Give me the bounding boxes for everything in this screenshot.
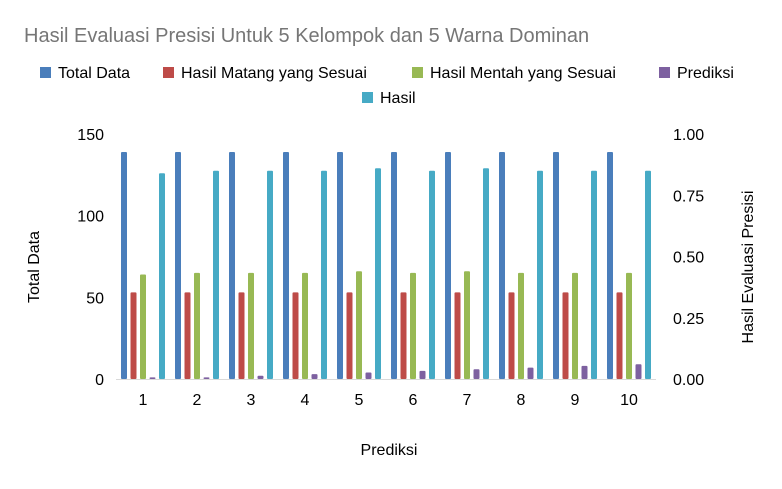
x-tick-label: 2 xyxy=(193,392,202,409)
bar xyxy=(429,170,435,379)
bar xyxy=(248,272,254,379)
bar xyxy=(419,370,426,379)
y2-tick-label: 0.50 xyxy=(673,250,704,267)
bar xyxy=(445,151,451,379)
bar xyxy=(473,369,480,379)
bar xyxy=(607,151,613,379)
bar xyxy=(267,170,273,379)
y2-tick-label: 0.00 xyxy=(673,372,704,389)
bar xyxy=(375,168,381,379)
bar xyxy=(391,151,397,379)
y-tick-label: 100 xyxy=(77,209,104,226)
bar xyxy=(229,151,235,379)
bar xyxy=(257,375,264,379)
y2-axis-label: Hasil Evaluasi Presisi xyxy=(740,191,757,344)
y2-tick-label: 0.25 xyxy=(673,311,704,328)
bar xyxy=(410,272,416,379)
y-tick-label: 50 xyxy=(86,290,104,307)
x-axis-label: Prediksi xyxy=(361,442,418,459)
bar xyxy=(175,151,181,379)
y-axis-label: Total Data xyxy=(26,231,43,303)
legend: Total Data Hasil Matang yang Sesuai Hasil … xyxy=(40,65,734,107)
bar xyxy=(572,272,578,379)
bar xyxy=(553,151,559,379)
bar xyxy=(508,292,515,379)
y2-tick-label: 0.75 xyxy=(673,188,704,205)
legend-swatch xyxy=(362,92,373,103)
bar xyxy=(149,377,156,379)
bar xyxy=(159,173,165,379)
bar xyxy=(346,292,353,379)
bar xyxy=(311,374,318,379)
y-tick-label: 150 xyxy=(77,127,104,144)
y2-tick-label: 1.00 xyxy=(673,127,704,144)
bar xyxy=(483,168,489,379)
x-axis: 1 2 3 4 5 6 7 8 9 10 xyxy=(116,379,656,409)
right-axis: 0.00 0.25 0.50 0.75 1.00 xyxy=(673,127,704,389)
bar xyxy=(321,170,327,379)
legend-label: Prediksi xyxy=(677,65,734,82)
left-axis: 0 50 100 150 xyxy=(77,127,104,389)
bar xyxy=(238,292,245,379)
bar xyxy=(194,272,200,379)
bar xyxy=(283,151,289,379)
bar xyxy=(518,272,524,379)
bar xyxy=(302,272,308,379)
bar xyxy=(203,377,210,379)
legend-label: Hasil xyxy=(380,90,416,107)
legend-swatch xyxy=(40,67,51,78)
bar xyxy=(454,292,461,379)
bar xyxy=(527,367,534,379)
y-tick-label: 0 xyxy=(95,372,104,389)
bar xyxy=(213,170,219,379)
chart-title: Hasil Evaluasi Presisi Untuk 5 Kelompok … xyxy=(24,25,589,47)
legend-swatch xyxy=(163,67,174,78)
bar xyxy=(365,372,372,379)
x-tick-label: 4 xyxy=(301,392,310,409)
bar xyxy=(499,151,505,379)
bar xyxy=(140,274,146,379)
legend-swatch xyxy=(412,67,423,78)
x-tick-label: 10 xyxy=(620,392,638,409)
bar xyxy=(121,151,127,379)
x-tick-label: 9 xyxy=(571,392,580,409)
bar xyxy=(635,364,642,379)
bar xyxy=(292,292,299,379)
bar xyxy=(356,271,362,379)
x-tick-label: 1 xyxy=(139,392,148,409)
bar xyxy=(400,292,407,379)
legend-swatch xyxy=(659,67,670,78)
x-tick-label: 6 xyxy=(409,392,418,409)
bar xyxy=(537,170,543,379)
bar xyxy=(581,365,588,379)
legend-label: Total Data xyxy=(58,65,130,82)
x-tick-label: 7 xyxy=(463,392,472,409)
bar xyxy=(591,170,597,379)
x-tick-label: 8 xyxy=(517,392,526,409)
legend-label: Hasil Matang yang Sesuai xyxy=(181,65,367,82)
bar xyxy=(464,271,470,379)
bar xyxy=(130,292,137,379)
bar xyxy=(645,170,651,379)
bar xyxy=(626,272,632,379)
bar xyxy=(562,292,569,379)
bar xyxy=(616,292,623,379)
bar xyxy=(337,151,343,379)
bars xyxy=(121,151,651,379)
legend-label: Hasil Mentah yang Sesuai xyxy=(430,65,616,82)
bar xyxy=(184,292,191,379)
x-tick-label: 5 xyxy=(355,392,364,409)
x-tick-label: 3 xyxy=(247,392,256,409)
